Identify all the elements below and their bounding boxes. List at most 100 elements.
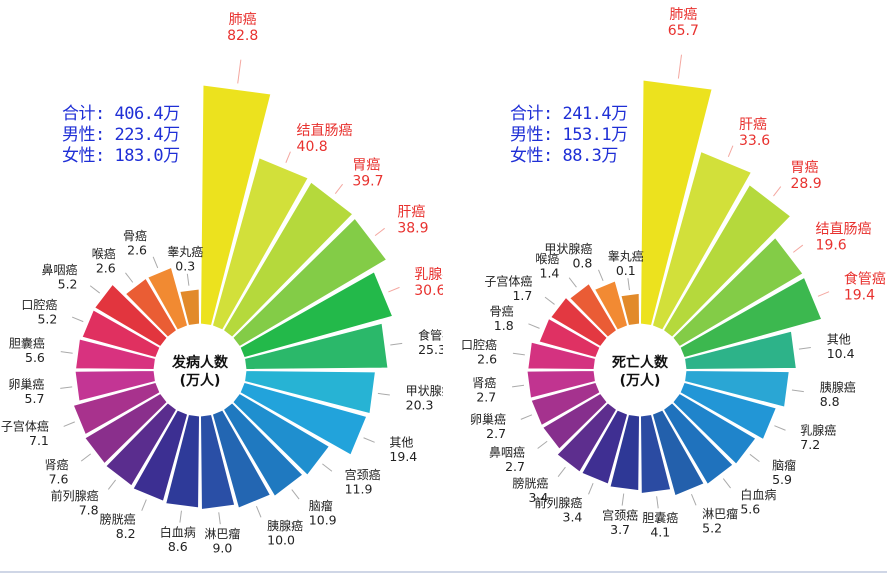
bar-鼻咽癌 <box>93 283 168 348</box>
leader-line <box>791 389 804 393</box>
incidence-polar-chart: 肺癌82.8结直肠癌40.8胃癌39.7肝癌38.9乳腺癌30.6食管癌25.3… <box>1 12 443 556</box>
bar-胃癌 <box>662 183 792 338</box>
leader-line <box>334 183 344 194</box>
leader-line <box>677 54 683 79</box>
value-label: 38.9 <box>397 221 428 237</box>
value-label: 33.6 <box>739 133 770 149</box>
leader-line <box>80 453 92 462</box>
leader-line <box>568 277 577 288</box>
bar-其他 <box>684 330 797 371</box>
leader-line <box>186 273 190 286</box>
value-label: 7.6 <box>49 471 69 486</box>
value-label: 5.9 <box>772 472 792 487</box>
value-label: 5.7 <box>25 391 45 406</box>
leader-line <box>774 425 786 431</box>
leader-line <box>512 352 525 356</box>
leader-line <box>363 437 375 443</box>
leader-line <box>588 482 594 495</box>
value-label: 65.7 <box>668 23 699 39</box>
leader-line <box>388 286 400 293</box>
value-label: 7.1 <box>29 433 49 448</box>
leader-line <box>656 496 659 509</box>
category-label: 结直肠癌 <box>297 122 353 139</box>
bar-喉癌 <box>124 277 178 338</box>
category-label: 鼻咽癌 <box>42 262 78 277</box>
value-label: 1.8 <box>494 318 514 333</box>
center-unit: (万人) <box>620 372 661 389</box>
leader-line <box>537 440 548 449</box>
incidence-female: 女性: 183.0万 <box>62 146 180 166</box>
bar-肾癌 <box>526 369 596 399</box>
category-label: 卵巢癌 <box>8 376 44 391</box>
category-label: 骨癌 <box>490 304 514 319</box>
category-label: 白血病 <box>160 524 196 539</box>
leader-line <box>512 384 525 388</box>
category-label: 卵巢癌 <box>470 411 506 426</box>
category-label: 睾丸癌 <box>608 248 644 263</box>
leader-line <box>621 493 625 506</box>
value-label: 5.2 <box>37 311 57 326</box>
bar-白血病 <box>662 402 734 486</box>
value-label: 4.1 <box>650 525 670 540</box>
leader-line <box>179 510 182 523</box>
leader-line <box>793 244 804 253</box>
leader-line <box>107 479 117 490</box>
bar-脑瘤 <box>672 392 757 465</box>
category-label: 胃癌 <box>791 160 819 176</box>
label-食管癌: 食管癌25.3 <box>418 327 443 357</box>
bar-肝癌 <box>232 217 388 348</box>
category-label: 脑瘤 <box>772 457 796 472</box>
value-label: 30.6 <box>414 283 443 299</box>
leader-line <box>598 269 604 282</box>
value-label: 39.7 <box>352 173 383 189</box>
value-label: 5.2 <box>58 277 78 292</box>
category-label: 白血病 <box>740 487 776 502</box>
bar-睾丸癌 <box>179 288 201 326</box>
category-label: 胰腺癌 <box>267 518 303 533</box>
bar-口腔癌 <box>81 309 161 359</box>
category-label: 喉癌 <box>535 251 559 266</box>
category-label: 膀胱癌 <box>100 511 136 526</box>
value-label: 11.9 <box>345 481 373 496</box>
value-label: 10.0 <box>267 533 295 548</box>
bar-睾丸癌 <box>620 292 641 326</box>
leader-line <box>390 342 403 346</box>
bar-宫颈癌 <box>232 392 331 476</box>
labels: 肺癌82.8结直肠癌40.8胃癌39.7肝癌38.9乳腺癌30.6食管癌25.3… <box>1 12 443 556</box>
category-label: 鼻咽癌 <box>489 444 525 459</box>
category-label: 胆囊癌 <box>642 510 678 525</box>
bar-食管癌 <box>244 322 389 371</box>
bar-结直肠癌 <box>672 236 804 348</box>
bar-食管癌 <box>679 276 823 359</box>
bar-卵巢癌 <box>530 381 601 427</box>
value-label: 19.4 <box>844 288 875 304</box>
category-label: 口腔癌 <box>21 297 57 312</box>
category-label: 骨癌 <box>123 228 147 243</box>
leader-line <box>749 453 760 463</box>
value-label: 5.2 <box>702 521 722 536</box>
leader-line <box>322 463 333 472</box>
value-label: 25.3 <box>418 342 443 357</box>
bar-肺癌 <box>199 84 272 326</box>
bar-结直肠癌 <box>211 157 309 331</box>
label-骨癌: 骨癌1.8 <box>490 304 514 334</box>
bar-子宫体癌 <box>72 381 161 436</box>
value-label: 2.7 <box>476 389 496 404</box>
bar-胆囊癌 <box>639 414 672 495</box>
